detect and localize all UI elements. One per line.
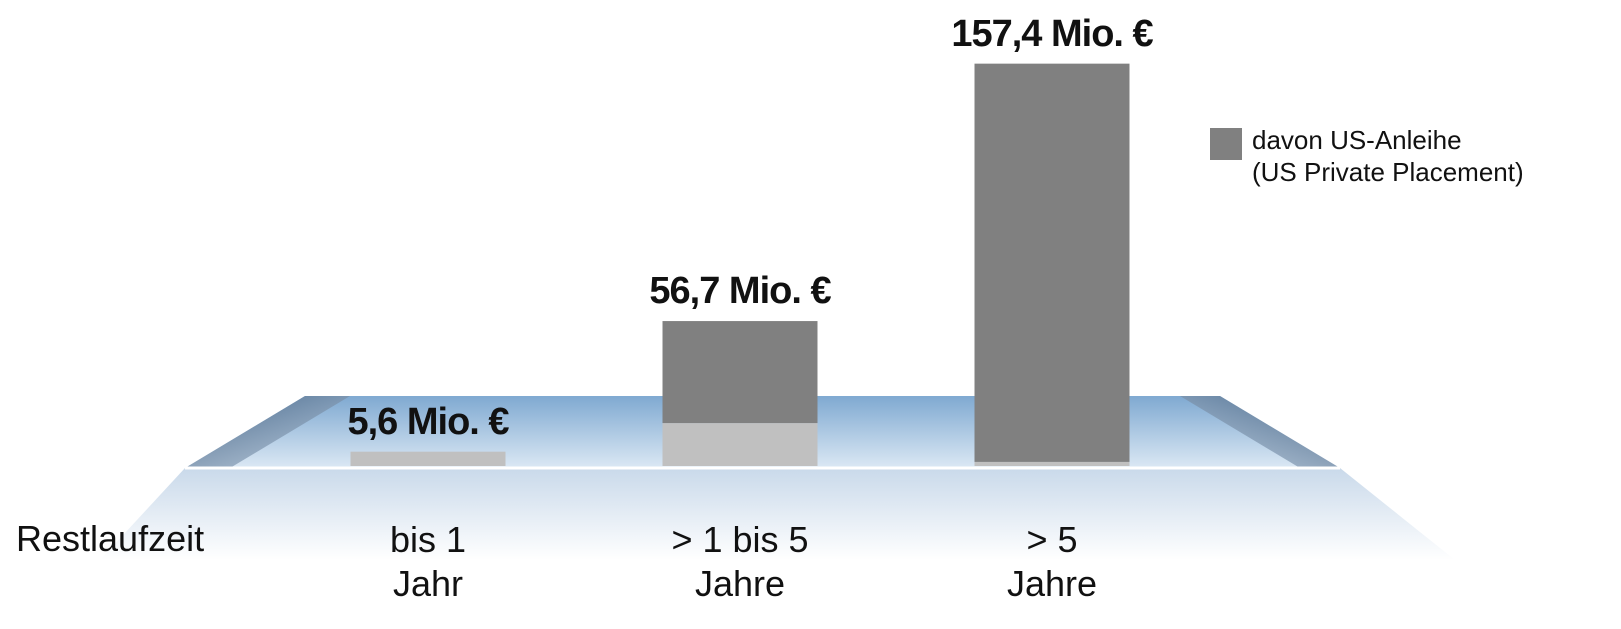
- total-label: 5,6 Mio. €: [347, 400, 509, 443]
- total-label: 157,4 Mio. €: [951, 12, 1153, 55]
- bar-segment: [974, 461, 1130, 466]
- x-tick-label: > 1 bis 5 Jahre: [671, 519, 809, 604]
- platform-front: [100, 468, 1455, 560]
- platform-edge: [185, 396, 350, 468]
- platform-edge: [1180, 396, 1340, 468]
- legend-label: davon US-Anleihe (US Private Placement): [1252, 125, 1524, 187]
- bar-segment: [662, 321, 818, 424]
- bar-segment: [350, 451, 506, 466]
- bar-segment: [974, 63, 1130, 462]
- bar-segment: [662, 423, 818, 466]
- x-tick-label: > 5 Jahre: [1006, 519, 1098, 604]
- x-tick-label: bis 1 Jahr: [389, 519, 467, 604]
- x-axis-label: Restlaufzeit: [16, 518, 205, 559]
- total-label: 56,7 Mio. €: [649, 270, 831, 313]
- legend-swatch: [1210, 128, 1242, 160]
